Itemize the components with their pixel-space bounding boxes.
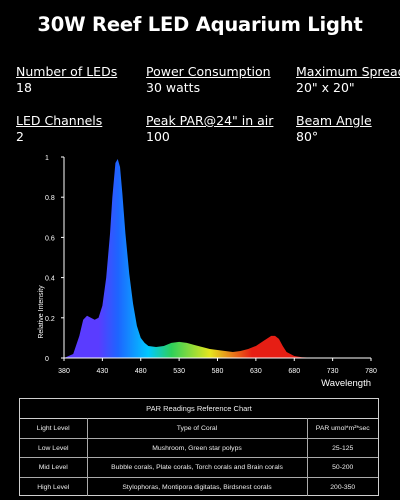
spec-value: 30 watts bbox=[146, 80, 201, 95]
spec-label: Beam Angle bbox=[296, 113, 372, 128]
x-tick-label: 380 bbox=[58, 368, 70, 375]
spectrum-chart: 0 0.2 0.4 0.6 0.8 1 380 430 480 530 580 630 680 730 78… bbox=[38, 155, 377, 389]
table-title: PAR Readings Reference Chart bbox=[146, 404, 252, 413]
spec-peak-par: Peak PAR@24" in air 100 bbox=[146, 113, 273, 145]
table-row: Mid Level Bubble corals, Plate corals, T… bbox=[20, 457, 378, 479]
table-header-row: Light Level Type of Coral PAR umol*m²*se… bbox=[20, 418, 378, 439]
table-header-cell: Type of Coral bbox=[86, 418, 308, 439]
spectrum-area bbox=[64, 159, 371, 358]
spec-label: Peak PAR@24" in air bbox=[146, 113, 274, 128]
x-tick-label: 580 bbox=[212, 368, 224, 375]
page-title: 30W Reef LED Aquarium Light bbox=[37, 13, 363, 36]
table-cell: Stylophoras, Montipora digitatas, Birdsn… bbox=[86, 477, 308, 496]
table-cell: 25-125 bbox=[306, 437, 378, 459]
x-tick-label: 480 bbox=[135, 368, 147, 375]
table-cell: 50-200 bbox=[306, 457, 378, 479]
par-reference-table: PAR Readings Reference Chart Light Level… bbox=[19, 398, 379, 496]
spec-label: LED Channels bbox=[16, 113, 103, 128]
y-tick-label: 1 bbox=[45, 155, 49, 162]
x-tick-label: 530 bbox=[173, 368, 185, 375]
y-tick-label: 0.2 bbox=[45, 316, 55, 323]
spec-value: 100 bbox=[146, 129, 170, 144]
table-cell: 200-350 bbox=[306, 477, 378, 496]
table-cell: Mid Level bbox=[20, 457, 88, 479]
spec-label: Power Consumption bbox=[146, 64, 271, 79]
table-cell: High Level bbox=[20, 477, 88, 496]
y-tick-label: 0.8 bbox=[45, 195, 55, 202]
spec-maximum-spread: Maximum Spread 20" x 20" bbox=[296, 64, 400, 96]
spec-beam-angle: Beam Angle 80° bbox=[296, 113, 372, 145]
y-tick-label: 0 bbox=[45, 356, 49, 363]
y-axis-label: Relative Intensity bbox=[38, 285, 45, 339]
table-cell: Bubble corals, Plate corals, Torch coral… bbox=[86, 457, 308, 479]
x-tick-label: 430 bbox=[97, 368, 109, 375]
spec-power-consumption: Power Consumption 30 watts bbox=[146, 64, 271, 96]
spec-value: 18 bbox=[16, 80, 32, 95]
x-tick-label: 780 bbox=[365, 368, 377, 375]
table-cell: Mushroom, Green star polyps bbox=[86, 437, 308, 459]
spec-led-channels: LED Channels 2 bbox=[16, 113, 102, 145]
table-row: High Level Stylophoras, Montipora digita… bbox=[20, 477, 378, 496]
table-row: Low Level Mushroom, Green star polyps 25… bbox=[20, 437, 378, 459]
spec-value: 80° bbox=[296, 129, 319, 144]
x-tick-label: 730 bbox=[327, 368, 339, 375]
spec-number-of-leds: Number of LEDs 18 bbox=[16, 64, 117, 96]
x-tick-label: 630 bbox=[250, 368, 262, 375]
spec-value: 20" x 20" bbox=[296, 80, 355, 95]
y-tick-label: 0.4 bbox=[45, 276, 55, 283]
table-header-cell: Light Level bbox=[20, 418, 88, 439]
par-table: Light Level Type of Coral PAR umol*m²*se… bbox=[20, 418, 378, 496]
y-tick-label: 0.6 bbox=[45, 235, 55, 242]
spec-value: 2 bbox=[16, 129, 24, 144]
spec-label: Maximum Spread bbox=[296, 64, 400, 79]
spec-label: Number of LEDs bbox=[16, 64, 118, 79]
x-axis-label: Wavelength bbox=[321, 378, 371, 389]
table-cell: Low Level bbox=[20, 437, 88, 459]
x-tick-label: 680 bbox=[288, 368, 300, 375]
table-header-cell: PAR umol*m²*sec bbox=[306, 418, 378, 439]
